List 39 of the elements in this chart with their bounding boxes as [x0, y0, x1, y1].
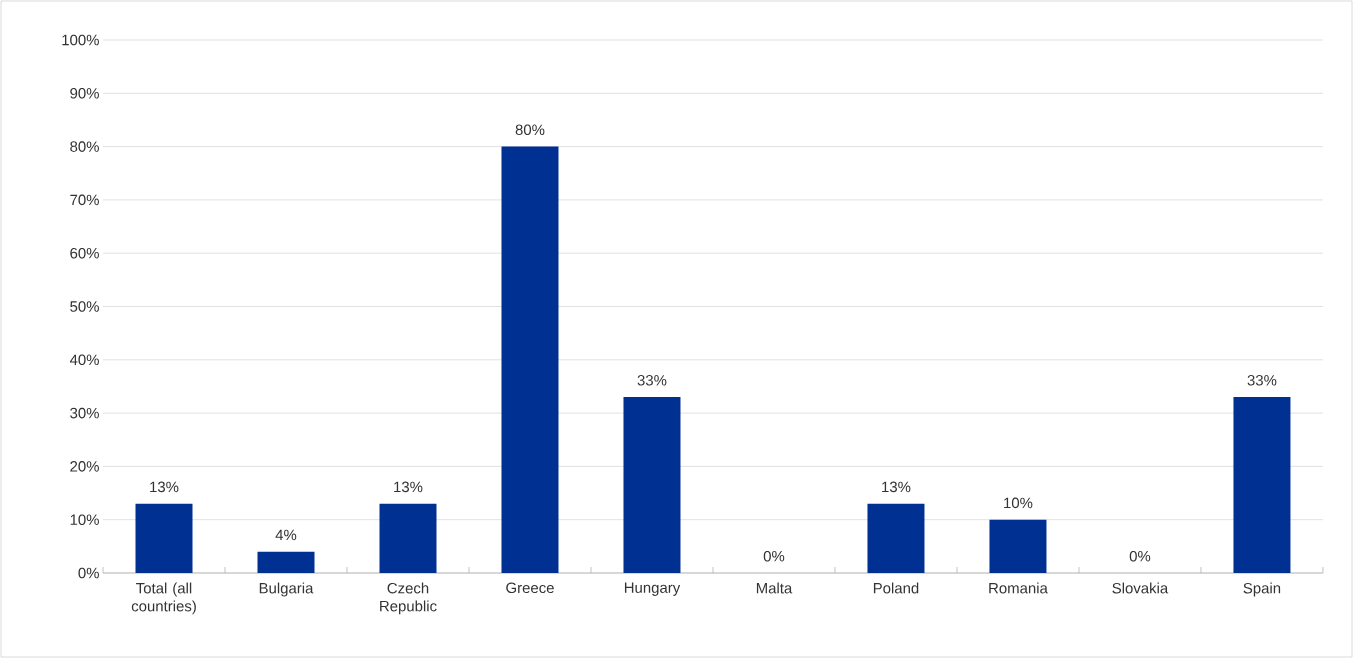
data-label: 13%	[882, 481, 911, 493]
bar	[501, 146, 559, 573]
y-tick-label: 80%	[70, 141, 99, 152]
bar	[379, 503, 437, 573]
data-label: 80%	[515, 124, 545, 136]
x-tick-label: Spain	[1243, 582, 1281, 597]
x-tick-label: Poland	[873, 582, 919, 594]
x-tick-label: Total (all countries)	[131, 582, 196, 615]
data-label: 0%	[1129, 550, 1151, 562]
bar	[623, 397, 681, 573]
data-label: 0%	[763, 550, 785, 562]
y-tick-label: 100%	[62, 34, 99, 46]
x-tick-label: Romania	[989, 582, 1048, 594]
y-tick-label: 70%	[70, 194, 99, 206]
y-tick-label: 60%	[70, 247, 99, 259]
x-tick-label: Malta	[756, 582, 793, 594]
x-tick-label: Hungary	[624, 582, 681, 596]
bar	[989, 519, 1047, 573]
x-tick-label: Greece	[506, 582, 554, 594]
y-tick-label: 90%	[70, 88, 99, 99]
y-tick-label: 30%	[70, 407, 99, 419]
bar	[1233, 397, 1291, 573]
x-tick-label: Slovakia	[1112, 582, 1169, 594]
data-label: 33%	[637, 375, 667, 386]
y-tick-label: 50%	[70, 301, 99, 312]
bar	[867, 503, 925, 573]
y-tick-label: 10%	[70, 514, 99, 525]
y-tick-label: 20%	[70, 461, 99, 472]
data-label: 4%	[275, 529, 297, 541]
y-tick-label: 0%	[78, 567, 99, 579]
x-tick-label: Czech Republic	[380, 582, 437, 615]
data-label: 10%	[1004, 497, 1033, 509]
y-tick-label: 40%	[69, 354, 99, 366]
bar	[135, 503, 193, 573]
x-tick-label: Bulgaria	[259, 582, 314, 597]
bar	[257, 551, 315, 573]
data-label: 13%	[394, 481, 423, 493]
data-label: 13%	[150, 481, 179, 493]
data-label: 33%	[1247, 375, 1277, 386]
